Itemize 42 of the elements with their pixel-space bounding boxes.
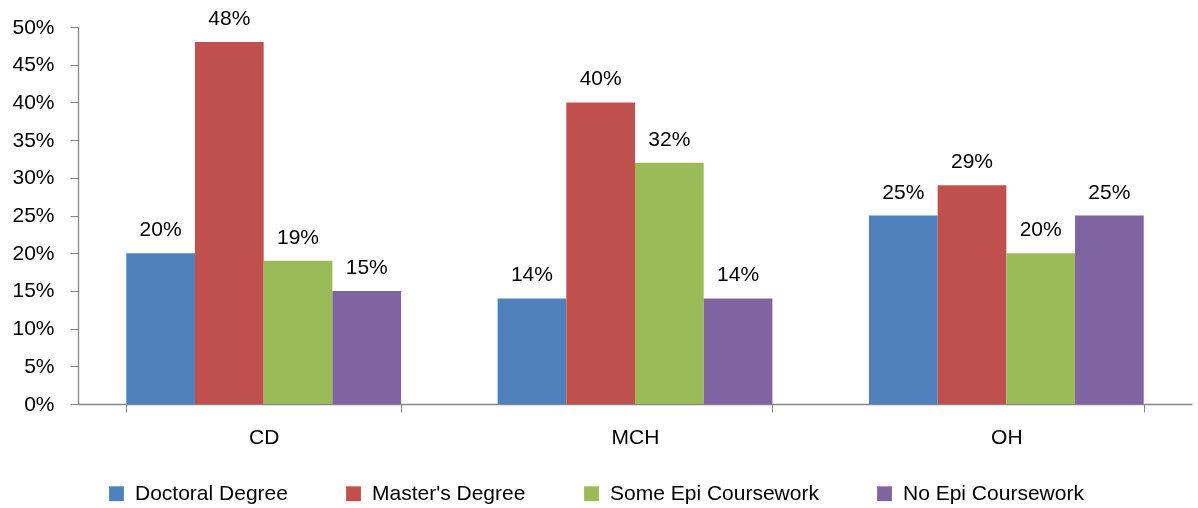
data-label: 14% xyxy=(717,262,760,286)
data-label: 19% xyxy=(277,224,320,248)
y-tick-label: 45% xyxy=(12,52,55,76)
y-tick-label: 15% xyxy=(12,278,55,302)
data-label: 15% xyxy=(345,254,388,278)
bar xyxy=(194,42,264,404)
bar xyxy=(1075,215,1144,404)
bar xyxy=(497,298,567,404)
x-tick-label: MCH xyxy=(611,424,660,448)
data-label: 40% xyxy=(579,66,622,90)
bar xyxy=(263,260,333,404)
y-tick-label: 40% xyxy=(12,89,55,113)
bar xyxy=(635,162,704,404)
data-label: 29% xyxy=(950,149,993,173)
bar xyxy=(937,185,1007,404)
data-label: 32% xyxy=(648,126,691,150)
y-tick-label: 5% xyxy=(24,353,55,377)
legend-label: Some Epi Coursework xyxy=(610,480,820,504)
data-label: 25% xyxy=(1088,179,1131,203)
bar xyxy=(566,102,635,404)
x-tick-label: OH xyxy=(991,424,1023,448)
y-tick-label: 30% xyxy=(12,165,55,189)
bar xyxy=(1006,253,1076,404)
y-tick-label: 25% xyxy=(12,203,55,226)
data-label: 14% xyxy=(510,262,553,286)
y-tick-label: 35% xyxy=(12,127,55,151)
bar xyxy=(126,253,195,404)
bar xyxy=(703,298,773,404)
y-tick-label: 10% xyxy=(12,316,55,340)
data-label: 20% xyxy=(139,217,182,241)
data-label: 48% xyxy=(208,6,251,30)
data-label: 25% xyxy=(882,179,925,203)
data-label: 20% xyxy=(1019,217,1062,241)
legend-label: Doctoral Degree xyxy=(135,480,288,504)
x-tick-label: CD xyxy=(248,424,280,448)
bar xyxy=(868,215,938,404)
legend-label: Master's Degree xyxy=(372,480,526,504)
legend-label: No Epi Coursework xyxy=(903,480,1085,504)
y-tick-label: 50% xyxy=(12,14,55,38)
y-tick-label: 20% xyxy=(12,240,55,264)
bar xyxy=(332,290,402,404)
y-tick-label: 0% xyxy=(24,391,55,415)
